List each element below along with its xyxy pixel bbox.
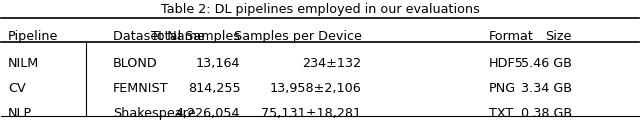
Text: 814,255: 814,255 xyxy=(188,82,241,95)
Text: 4,226,054: 4,226,054 xyxy=(176,107,241,120)
Text: NLP: NLP xyxy=(8,107,32,120)
Text: CV: CV xyxy=(8,82,26,95)
Text: FEMNIST: FEMNIST xyxy=(113,82,168,95)
Text: 3.34 GB: 3.34 GB xyxy=(521,82,572,95)
Text: Shakespeare: Shakespeare xyxy=(113,107,195,120)
Text: Pipeline: Pipeline xyxy=(8,30,58,43)
Text: 0.38 GB: 0.38 GB xyxy=(520,107,572,120)
Text: Dataset Name: Dataset Name xyxy=(113,30,205,43)
Text: HDF5: HDF5 xyxy=(489,57,524,70)
Text: Size: Size xyxy=(545,30,572,43)
Text: 13,164: 13,164 xyxy=(196,57,241,70)
Text: 75,131±18,281: 75,131±18,281 xyxy=(261,107,362,120)
Text: TXT: TXT xyxy=(489,107,513,120)
Text: Format: Format xyxy=(489,30,534,43)
Text: 13,958±2,106: 13,958±2,106 xyxy=(269,82,362,95)
Text: BLOND: BLOND xyxy=(113,57,157,70)
Text: 5.46 GB: 5.46 GB xyxy=(521,57,572,70)
Text: NILM: NILM xyxy=(8,57,39,70)
Text: Total Samples: Total Samples xyxy=(151,30,241,43)
Text: 234±132: 234±132 xyxy=(302,57,362,70)
Text: Samples per Device: Samples per Device xyxy=(234,30,362,43)
Text: PNG: PNG xyxy=(489,82,516,95)
Text: Table 2: DL pipelines employed in our evaluations: Table 2: DL pipelines employed in our ev… xyxy=(161,4,479,16)
